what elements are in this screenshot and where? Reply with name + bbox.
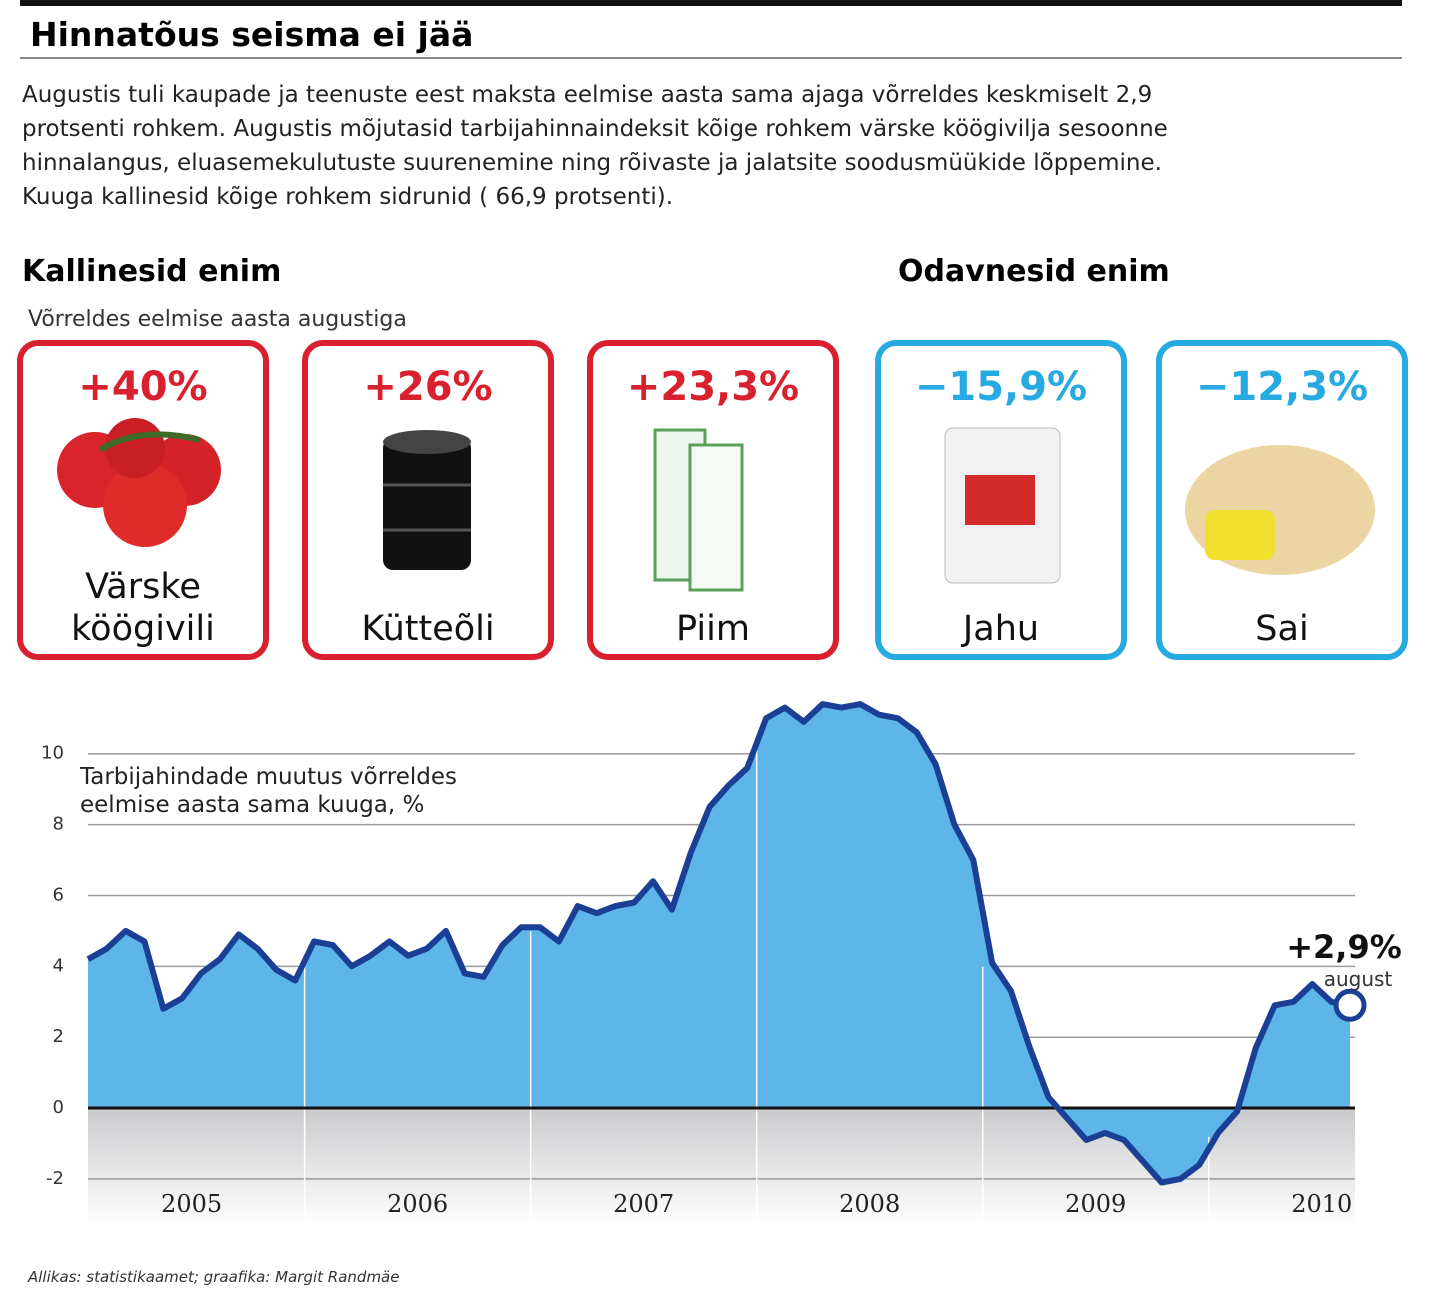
item-change: +23,3% [627,364,799,410]
item-card [875,340,1127,660]
item-card [1156,340,1408,660]
rising-heading: Kallinesid enim [22,254,281,289]
x-tick-label: 2010 [1291,1190,1352,1218]
item-name: köögivili [71,609,215,649]
intro-line: Kuuga kallinesid kõige rohkem sidrunid (… [22,184,673,210]
x-tick-label: 2005 [161,1190,222,1218]
source: Allikas: statistikaamet; graafika: Margi… [27,1268,399,1286]
y-tick-label: 2 [53,1026,64,1047]
top-bar [20,0,1402,6]
x-tick-label: 2008 [839,1190,900,1218]
y-tick-label: 10 [41,743,64,764]
chart: -2 0 2 4 6 8 10 2005 2006 2007 2008 2009 2010 +2,9%au… [41,701,1402,1225]
y-tick-label: 0 [53,1097,64,1118]
rising-subheading: Võrreldes eelmise aasta augustiga [28,307,407,332]
intro-line: hinnalangus, eluasemekulutuste suurenemi… [22,150,1162,176]
item-change: +40% [78,364,207,410]
y-tick-label: 8 [53,814,64,835]
item-change: −15,9% [915,364,1087,410]
x-tick-label: 2009 [1065,1190,1126,1218]
item-card [587,340,839,660]
x-tick-label: 2007 [613,1190,674,1218]
y-tick-label: -2 [46,1168,64,1189]
item-change: +26% [363,364,492,410]
intro-line: Augustis tuli kaupade ja teenuste eest m… [22,82,1152,108]
y-tick-label: 6 [53,884,64,905]
milk-icon [653,428,744,592]
title: Hinnatõus seisma ei jää [30,15,473,54]
end-marker [1333,988,1367,1022]
item-name: Kütteõli [361,609,494,649]
item-name: Piim [676,609,750,649]
item-name: Jahu [961,609,1039,649]
y-tick-label: 4 [53,955,64,976]
x-tick-label: 2006 [387,1190,448,1218]
item-name: Värske [85,567,201,607]
item-card [17,340,269,660]
falling-heading: Odavnesid enim [898,254,1170,289]
annotation: +2,9% [1286,928,1402,966]
barrel-icon [383,430,471,570]
intro-line: protsenti rohkem. Augustis mõjutasid tar… [22,116,1168,142]
annotation-sub: august [1324,967,1393,991]
item-card [302,340,554,660]
item-change: −12,3% [1196,364,1368,410]
tomato-icon [57,418,221,547]
item-name: Sai [1255,609,1308,649]
axis-label: Tarbijahindade muutus võrreldes [79,764,457,790]
axis-label: eelmise aasta sama kuuga, % [80,792,424,818]
line [86,701,1351,1186]
bread-icon [1185,445,1375,575]
flour-icon [944,427,1061,584]
